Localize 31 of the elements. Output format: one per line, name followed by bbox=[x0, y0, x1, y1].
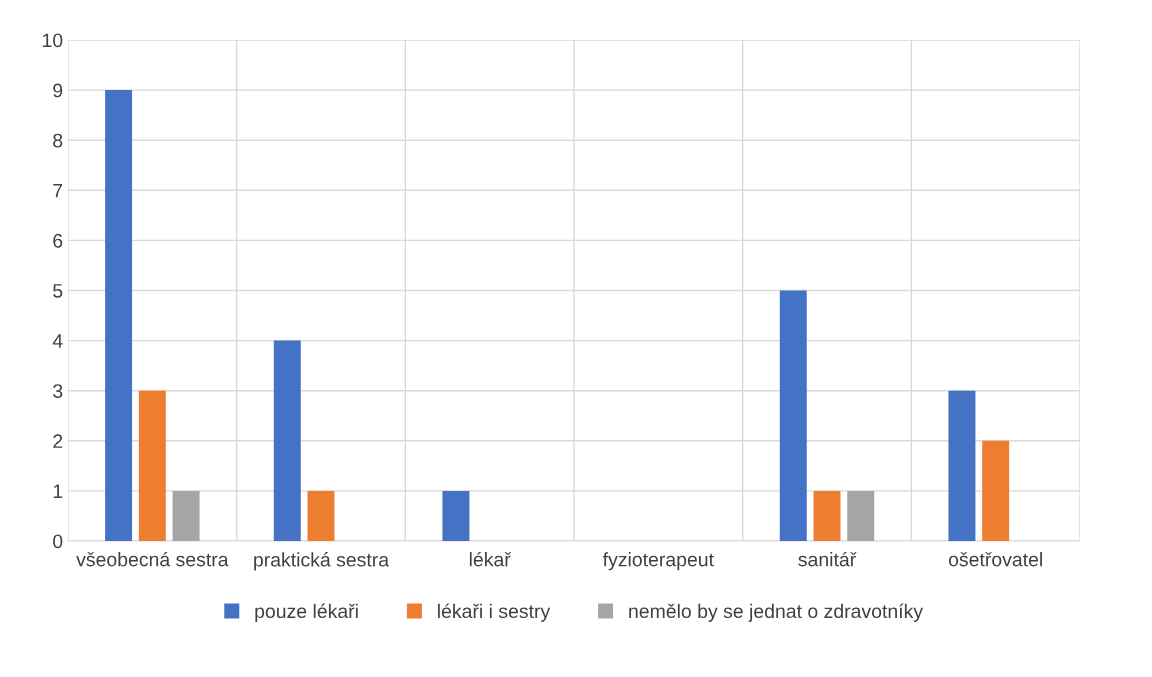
bar bbox=[138, 390, 166, 541]
bar bbox=[105, 90, 133, 541]
bar bbox=[813, 490, 841, 541]
y-tick-label: 7 bbox=[53, 183, 63, 198]
y-tick-label: 0 bbox=[53, 534, 63, 549]
x-tick-label: praktická sestra bbox=[254, 552, 390, 571]
y-tick-label: 6 bbox=[53, 233, 63, 248]
legend-label: pouze lékaři bbox=[255, 603, 358, 622]
bar bbox=[948, 390, 976, 541]
bar bbox=[307, 490, 335, 541]
y-tick-label: 3 bbox=[53, 384, 63, 398]
y-tick-label: 5 bbox=[53, 284, 63, 298]
bar bbox=[779, 290, 807, 541]
legend-label: lékaři i sestry bbox=[438, 603, 551, 622]
bar bbox=[982, 440, 1010, 541]
x-tick-label: fyzioterapeut bbox=[602, 552, 714, 571]
legend-label: nemělo by se jednat o zdravotníky bbox=[629, 603, 924, 622]
x-tick-label: ošetřovatel bbox=[948, 552, 1042, 567]
y-tick-label: 10 bbox=[43, 33, 63, 48]
y-tick-label: 4 bbox=[52, 334, 63, 348]
x-tick-label: všeobecná sestra bbox=[76, 551, 229, 567]
bar bbox=[273, 340, 301, 541]
y-tick-label: 1 bbox=[53, 484, 63, 498]
x-tick-label: sanitář bbox=[798, 551, 857, 567]
y-tick-label: 8 bbox=[53, 133, 63, 148]
bar bbox=[442, 490, 470, 541]
bar bbox=[172, 490, 200, 541]
bar bbox=[847, 490, 875, 541]
y-tick-label: 2 bbox=[53, 434, 63, 448]
y-tick-label: 9 bbox=[53, 83, 63, 98]
x-tick-label: lékař bbox=[469, 551, 512, 567]
